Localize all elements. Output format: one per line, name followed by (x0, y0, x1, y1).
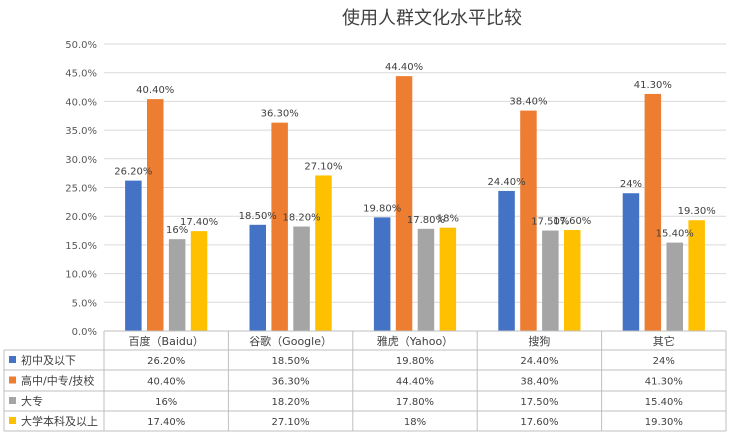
y-tick-label: 5.0% (72, 298, 97, 309)
bar (498, 190, 515, 331)
table-cell: 27.10% (272, 417, 310, 428)
bar (249, 224, 266, 331)
table-cell: 17.40% (147, 417, 185, 428)
table-cell: 41.30% (645, 377, 683, 388)
bar (125, 180, 142, 331)
legend-swatch (9, 356, 16, 363)
y-tick-label: 30.0% (65, 155, 97, 166)
category-label: 百度（Baidu） (129, 334, 204, 348)
bar (315, 175, 332, 331)
category-label: 雅虎（Yahoo） (377, 334, 453, 348)
data-label: 27.10% (304, 161, 342, 172)
table-cell: 40.40% (147, 377, 185, 388)
bar (147, 99, 164, 331)
y-tick-label: 0.0% (72, 327, 97, 338)
data-label: 41.30% (634, 80, 672, 91)
table-cell: 15.40% (645, 397, 683, 408)
y-tick-label: 50.0% (65, 40, 97, 51)
category-label: 搜狗 (528, 334, 550, 348)
data-label: 18.20% (282, 213, 320, 224)
data-label: 38.40% (509, 97, 547, 108)
gridlines (104, 43, 726, 332)
legend-swatch (9, 417, 16, 424)
legend-label: 高中/中专/技校 (21, 374, 94, 388)
bar (271, 122, 288, 331)
legend-label: 大学本科及以上 (21, 414, 98, 428)
bar (622, 193, 640, 331)
table-cell: 17.80% (396, 397, 434, 408)
data-label: 24% (620, 179, 642, 190)
category-label: 其它 (653, 334, 675, 348)
bar (168, 239, 186, 331)
data-label: 17.60% (553, 216, 591, 227)
data-label: 36.30% (261, 109, 299, 120)
bar (520, 110, 537, 331)
chart-title: 使用人群文化水平比较 (342, 8, 522, 29)
data-label: 26.20% (114, 167, 152, 178)
data-label: 40.40% (136, 85, 174, 96)
table-cell: 18.20% (272, 397, 310, 408)
legend-label: 大专 (21, 394, 43, 408)
data-label: 19.80% (363, 203, 401, 214)
table-cell: 38.40% (520, 377, 558, 388)
bar (395, 76, 413, 331)
table-cell: 24.40% (520, 356, 558, 367)
data-label: 19.30% (678, 206, 716, 217)
table-cell: 16% (155, 397, 177, 408)
data-label: 17.50% (531, 217, 569, 228)
data-label: 24.40% (487, 177, 525, 188)
y-tick-label: 10.0% (65, 270, 97, 281)
bar (564, 229, 581, 331)
legend-swatch (9, 376, 16, 384)
y-tick-label: 25.0% (65, 184, 97, 195)
category-label: 谷歌（Google） (249, 334, 332, 348)
bar (688, 220, 705, 331)
data-labels: 26.20% 40.40% 16%17.40% 18.50% 36.30% 18.20% 2… (114, 62, 715, 239)
table-cell: 19.30% (645, 417, 683, 428)
data-label: 15.40% (656, 229, 694, 240)
bar (190, 231, 208, 331)
data-label: 18.50% (239, 211, 277, 222)
bar (373, 217, 391, 331)
data-label: 17.40% (180, 217, 218, 228)
bar (293, 226, 310, 331)
data-label: 44.40% (385, 62, 423, 73)
table-cell: 18.50% (272, 356, 310, 367)
y-tick-label: 40.0% (65, 97, 97, 108)
bar (417, 228, 435, 331)
y-tick-label: 15.0% (65, 241, 97, 252)
legend-swatch (9, 397, 16, 404)
y-tick-label: 35.0% (65, 126, 97, 137)
y-axis: 0.0% 5.0% 10.0% 15.0% 20.0% 25.0% 30.0% 35.0% 40… (65, 40, 97, 338)
y-tick-label: 45.0% (65, 69, 97, 80)
table-cell: 26.20% (147, 356, 185, 367)
data-label: 18% (437, 214, 459, 225)
table-cell: 36.30% (272, 377, 310, 388)
table-cell: 18% (404, 417, 426, 428)
table-cell: 24% (653, 356, 675, 367)
table-cell: 19.80% (396, 356, 434, 367)
bars (125, 76, 705, 331)
data-label: 17.80% (407, 215, 445, 226)
data-label: 16% (166, 225, 188, 236)
table-cell: 17.60% (520, 417, 558, 428)
table-cell: 17.50% (520, 397, 558, 408)
bar (666, 242, 683, 331)
bar (644, 93, 662, 331)
bar (439, 227, 457, 331)
y-tick-label: 20.0% (65, 212, 97, 223)
bar (542, 230, 559, 331)
legend-label: 初中及以下 (21, 353, 76, 367)
table-cell: 44.40% (396, 377, 434, 388)
